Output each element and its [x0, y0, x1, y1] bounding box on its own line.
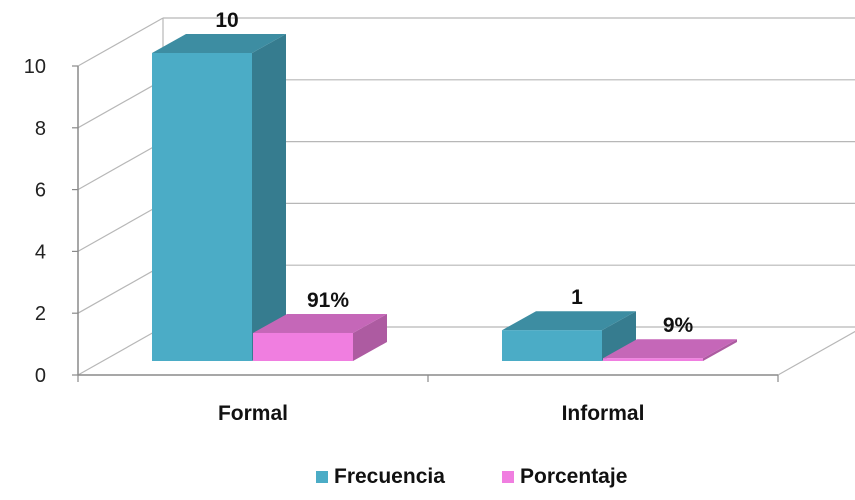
bar-top-face — [603, 339, 737, 359]
data-label: 9% — [663, 314, 694, 337]
bar-side-face — [353, 313, 387, 361]
y-tick-label: 0 — [35, 365, 46, 387]
bar-front-face — [152, 53, 252, 361]
bar-top-face — [502, 311, 636, 331]
bar-top-face — [152, 34, 286, 53]
bar — [502, 311, 636, 361]
x-category-label: Informal — [562, 402, 645, 425]
bar-top-face — [253, 313, 387, 333]
floor-edge-right — [777, 330, 855, 376]
gridline-diagonal — [77, 141, 164, 191]
bar — [253, 313, 387, 361]
data-label: 1 — [571, 286, 583, 309]
legend-label: Frecuencia — [334, 465, 445, 488]
bar-side-face — [602, 311, 636, 361]
bar-front-face — [603, 358, 703, 361]
bar-front-face — [502, 330, 602, 361]
bar — [603, 339, 737, 361]
x-category-label: Formal — [218, 402, 288, 425]
gridline-diagonal — [77, 264, 164, 314]
legend-swatch — [502, 471, 514, 483]
data-label: 10 — [215, 9, 238, 32]
y-tick-label: 8 — [35, 118, 46, 140]
bars — [152, 34, 737, 361]
gridline-diagonal — [77, 202, 164, 252]
gridline-diagonal — [77, 79, 164, 129]
y-tick-label: 2 — [35, 303, 46, 325]
axes: 0 2 4 6 8 10 Formal Informal — [24, 56, 779, 425]
bar-front-face — [253, 332, 353, 361]
data-labels: 10 1 91% 9% — [215, 9, 693, 337]
bar-side-face — [252, 34, 286, 361]
legend: Frecuencia Porcentaje — [316, 465, 627, 488]
gridline-diagonal — [77, 17, 164, 67]
legend-swatch — [316, 471, 328, 483]
gridline-diagonal — [77, 326, 164, 376]
y-tick-label: 4 — [35, 241, 46, 263]
y-tick-label: 10 — [24, 56, 46, 78]
data-label: 91% — [307, 289, 349, 312]
legend-label: Porcentaje — [520, 465, 627, 488]
bar — [152, 34, 286, 361]
bar-side-face — [703, 339, 737, 361]
y-tick-label: 6 — [35, 180, 46, 202]
